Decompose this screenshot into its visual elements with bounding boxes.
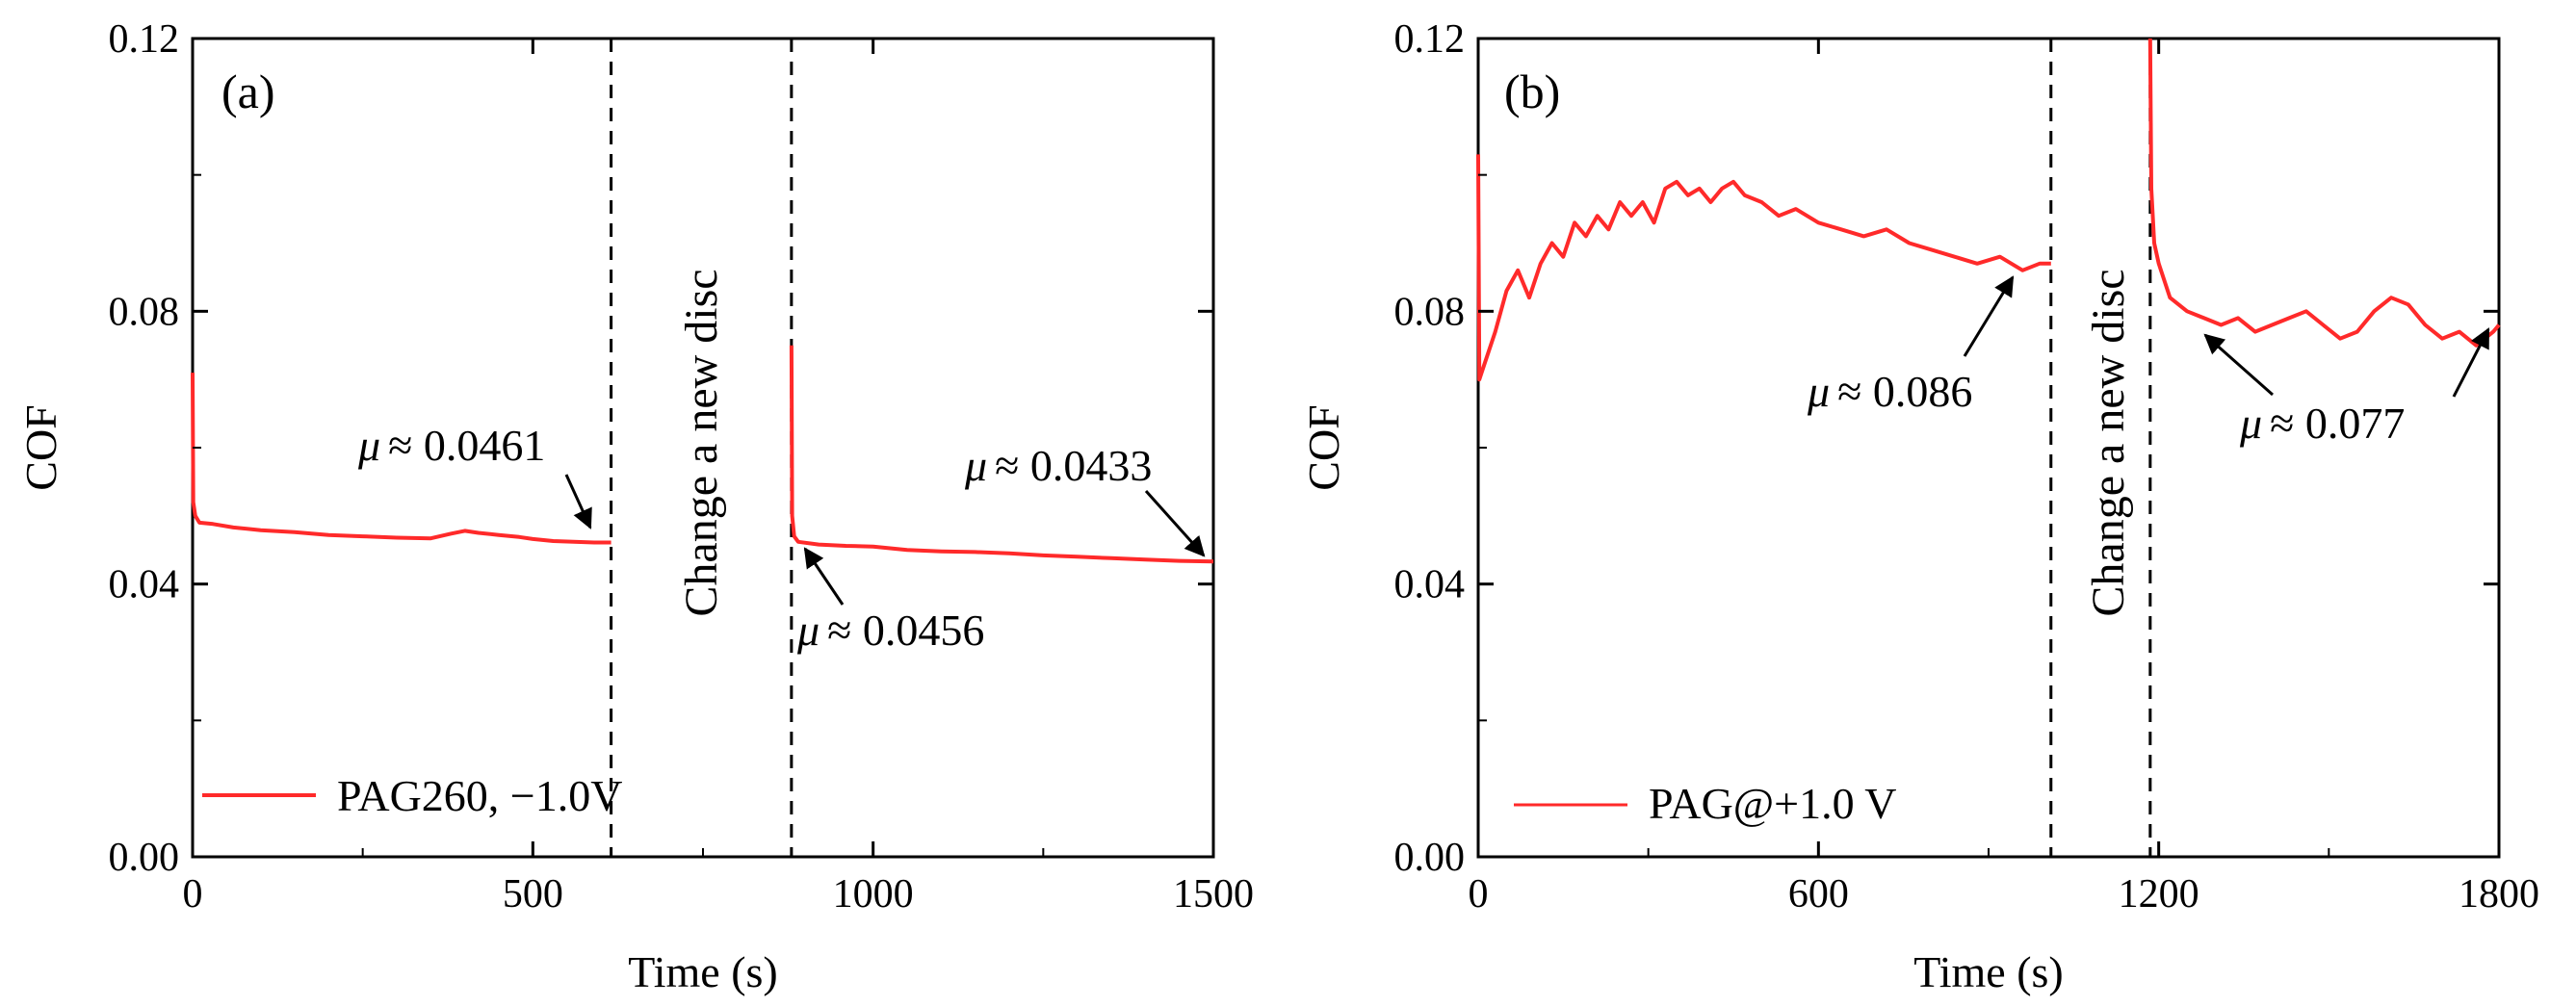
x-tick-label: 1800 — [2459, 872, 2539, 917]
y-axis-label-b: COF — [1299, 404, 1348, 490]
series-line-1 — [1476, 154, 2051, 382]
x-axis-label-a: Time (s) — [628, 947, 778, 996]
panel-label-a: (a) — [221, 65, 275, 118]
svg-text:μ≈ 0.0461: μ ≈ 0.0461 — [357, 421, 545, 470]
annotation-arrow — [1144, 489, 1206, 557]
annotation-a-3: μ ≈ 0.0456 — [796, 547, 984, 655]
annotation-b-1: μ ≈ 0.086 — [1807, 275, 2015, 416]
annotation-arrow — [564, 474, 592, 529]
mu-symbol: μ — [357, 421, 380, 470]
annotation-b-2: μ ≈ 0.077 — [2203, 327, 2490, 448]
x-tick-label: 1200 — [2119, 872, 2199, 917]
divider-text-b: Change a new disc — [2083, 269, 2134, 616]
svg-text:μ≈ 0.077: μ ≈ 0.077 — [2239, 399, 2405, 448]
series-line-2 — [789, 345, 1214, 564]
y-axis-label-a: COF — [16, 404, 65, 490]
mu-symbol: μ — [1807, 367, 1830, 416]
series-line-2 — [2147, 38, 2501, 348]
mu-symbol: μ — [964, 441, 987, 490]
x-tick-label: 500 — [503, 872, 563, 917]
y-tick-label: 0.04 — [1394, 563, 1466, 607]
svg-text:μ≈ 0.0456: μ ≈ 0.0456 — [796, 606, 984, 655]
annotation-value: ≈ 0.086 — [1837, 367, 1972, 416]
x-tick-label: 1500 — [1173, 872, 1254, 917]
annotation-arrow — [803, 547, 845, 606]
svg-text:μ≈ 0.0433: μ ≈ 0.0433 — [964, 441, 1152, 490]
y-tick-label: 0.04 — [109, 563, 180, 607]
panel-b: 0 600 1200 1800 0.00 0.04 0.08 0.12 (b) Time (s… — [1299, 17, 2539, 996]
annotation-arrow — [2203, 333, 2274, 397]
annotation-arrow — [1963, 275, 2015, 357]
mu-symbol: μ — [2239, 399, 2262, 448]
divider-text-a: Change a new disc — [676, 269, 727, 616]
annotation-value: ≈ 0.077 — [2270, 399, 2405, 448]
x-tick-label: 600 — [1788, 872, 1849, 917]
svg-text:μ≈ 0.086: μ ≈ 0.086 — [1807, 367, 1972, 416]
y-tick-label: 0.08 — [109, 290, 180, 334]
y-tick-label: 0.00 — [109, 836, 180, 880]
panel-a: 0 500 1000 1500 0.00 0.04 0.08 0.12 (a) Time (s… — [16, 17, 1254, 996]
annotation-a-2: μ ≈ 0.0433 — [964, 441, 1206, 557]
x-tick-label: 1000 — [833, 872, 914, 917]
y-tick-label: 0.12 — [1394, 17, 1466, 62]
annotation-value: ≈ 0.0461 — [388, 421, 545, 470]
legend-label-b: PAG@+1.0 V — [1649, 779, 1897, 828]
annotation-value: ≈ 0.0456 — [827, 606, 984, 655]
y-tick-label: 0.12 — [109, 17, 180, 62]
y-tick-label: 0.08 — [1394, 290, 1466, 334]
plot-frame-b — [1476, 37, 2501, 859]
mu-symbol: μ — [796, 606, 820, 655]
y-tick-label: 0.00 — [1394, 836, 1466, 880]
annotation-arrow — [2452, 327, 2490, 398]
x-axis-label-b: Time (s) — [1913, 947, 2064, 996]
series-line-1 — [191, 373, 611, 545]
x-tick-label: 0 — [1469, 872, 1489, 917]
panel-label-b: (b) — [1504, 65, 1560, 118]
annotation-a-1: μ ≈ 0.0461 — [357, 421, 592, 529]
legend-label-a: PAG260, −1.0V — [337, 771, 622, 820]
annotation-value: ≈ 0.0433 — [995, 441, 1152, 490]
x-tick-label: 0 — [183, 872, 203, 917]
